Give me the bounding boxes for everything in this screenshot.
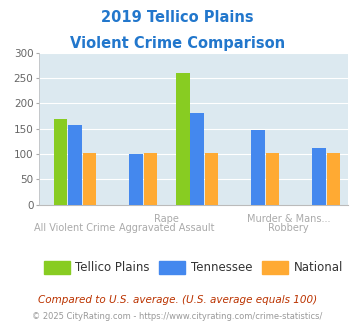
Text: Rape: Rape bbox=[154, 214, 179, 224]
Bar bbox=[143, 153, 157, 205]
Text: Murder & Mans...: Murder & Mans... bbox=[247, 214, 331, 224]
Bar bbox=[176, 73, 190, 205]
Text: Violent Crime Comparison: Violent Crime Comparison bbox=[70, 36, 285, 51]
Bar bbox=[266, 153, 279, 205]
Bar bbox=[82, 153, 96, 205]
Text: © 2025 CityRating.com - https://www.cityrating.com/crime-statistics/: © 2025 CityRating.com - https://www.city… bbox=[32, 312, 323, 321]
Legend: Tellico Plains, Tennessee, National: Tellico Plains, Tennessee, National bbox=[39, 256, 348, 279]
Bar bbox=[204, 153, 218, 205]
Text: All Violent Crime: All Violent Crime bbox=[34, 223, 116, 233]
Bar bbox=[312, 148, 326, 205]
Bar bbox=[54, 118, 67, 205]
Text: Compared to U.S. average. (U.S. average equals 100): Compared to U.S. average. (U.S. average … bbox=[38, 295, 317, 305]
Bar bbox=[68, 125, 82, 205]
Text: Robbery: Robbery bbox=[268, 223, 309, 233]
Text: 2019 Tellico Plains: 2019 Tellico Plains bbox=[101, 10, 254, 25]
Bar bbox=[251, 130, 265, 205]
Bar bbox=[190, 113, 204, 205]
Text: Aggravated Assault: Aggravated Assault bbox=[119, 223, 214, 233]
Bar bbox=[129, 154, 143, 205]
Bar bbox=[327, 153, 340, 205]
